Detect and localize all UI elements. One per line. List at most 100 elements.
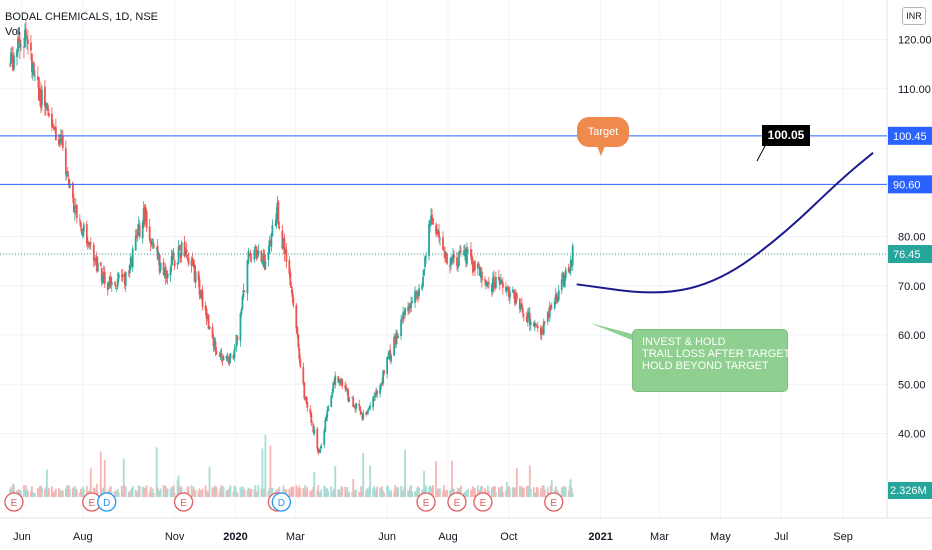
candle-body bbox=[319, 449, 322, 453]
volume-indicator-label[interactable]: Vol bbox=[5, 26, 21, 38]
candle-body bbox=[439, 238, 441, 240]
candle-body bbox=[82, 224, 85, 232]
volume-bar bbox=[220, 485, 223, 497]
volume-bar bbox=[407, 490, 409, 497]
candle-body bbox=[135, 236, 138, 238]
candle-body bbox=[34, 75, 36, 77]
target-callout[interactable]: Target bbox=[577, 117, 629, 156]
candle-body bbox=[24, 29, 26, 48]
candle-body bbox=[333, 382, 336, 385]
candle-body bbox=[222, 356, 225, 361]
volume-bar bbox=[472, 486, 474, 497]
volume-bar bbox=[26, 489, 28, 497]
candle-body bbox=[390, 355, 393, 361]
volume-bar bbox=[25, 485, 27, 497]
volume-bar bbox=[227, 490, 230, 497]
volume-bars bbox=[9, 434, 574, 497]
volume-bar bbox=[12, 483, 14, 497]
volume-bar bbox=[208, 466, 211, 497]
strategy-note[interactable]: INVEST & HOLD TRAIL LOSS AFTER TARGET HO… bbox=[632, 329, 790, 392]
candle-body bbox=[185, 249, 188, 253]
candle-body bbox=[465, 248, 467, 263]
currency-badge[interactable]: INR bbox=[902, 7, 926, 25]
candle-body bbox=[569, 259, 572, 272]
candle-body bbox=[508, 291, 511, 299]
volume-bar bbox=[395, 487, 398, 497]
candle-body bbox=[114, 284, 117, 287]
y-axis-tick-label: 60.00 bbox=[898, 330, 926, 342]
candle-body bbox=[207, 314, 210, 329]
event-marker-label: E bbox=[88, 498, 95, 509]
candle-body bbox=[423, 269, 425, 276]
volume-bar bbox=[13, 485, 15, 497]
volume-bar bbox=[171, 487, 174, 497]
candle-body bbox=[31, 53, 33, 73]
candle-body bbox=[94, 258, 97, 262]
volume-bar bbox=[261, 448, 264, 497]
volume-bar bbox=[452, 488, 454, 497]
candle-body bbox=[497, 276, 500, 280]
volume-bar bbox=[526, 485, 529, 497]
candle-body bbox=[553, 301, 556, 309]
volume-bar bbox=[24, 490, 26, 497]
candle-body bbox=[547, 313, 550, 318]
candle-body bbox=[395, 332, 398, 344]
volume-bar bbox=[504, 490, 507, 497]
volume-bar bbox=[513, 488, 516, 497]
volume-bar bbox=[115, 490, 118, 497]
candle-body bbox=[208, 326, 211, 329]
volume-bar bbox=[43, 489, 46, 497]
volume-bar bbox=[366, 488, 369, 497]
volume-bar bbox=[423, 471, 425, 497]
volume-bar bbox=[122, 458, 125, 497]
volume-bar bbox=[346, 487, 349, 497]
volume-bar bbox=[540, 487, 543, 497]
candle-body bbox=[464, 250, 466, 257]
volume-bar bbox=[291, 486, 294, 497]
volume-bar bbox=[192, 486, 195, 497]
volume-bar bbox=[271, 487, 274, 497]
volume-bar bbox=[487, 490, 490, 497]
volume-bar bbox=[58, 492, 61, 497]
candle-body bbox=[401, 318, 403, 320]
candle-body bbox=[527, 312, 530, 314]
candle-body bbox=[299, 359, 302, 367]
earnings-marker bbox=[416, 492, 436, 512]
volume-bar bbox=[554, 486, 557, 497]
candle-body bbox=[555, 296, 558, 301]
candle-body bbox=[19, 39, 21, 49]
candle-body bbox=[192, 263, 195, 267]
candle-body bbox=[43, 86, 46, 107]
candle-body bbox=[394, 338, 397, 345]
volume-bar bbox=[439, 488, 441, 497]
target-price-callout[interactable]: 100.05 bbox=[762, 125, 810, 146]
volume-bar bbox=[172, 485, 175, 497]
volume-bar bbox=[327, 491, 330, 497]
event-marker-label: E bbox=[454, 498, 461, 509]
candle-body bbox=[50, 113, 53, 128]
volume-bar bbox=[514, 487, 517, 497]
candle-body bbox=[345, 387, 348, 391]
volume-bar bbox=[529, 488, 532, 497]
volume-bar bbox=[191, 491, 194, 497]
candle-body bbox=[45, 103, 48, 108]
candle-body bbox=[393, 336, 396, 356]
candle-body bbox=[536, 326, 539, 329]
candle-body bbox=[26, 36, 28, 38]
candle-body bbox=[59, 138, 62, 143]
candle-body bbox=[513, 292, 516, 304]
candle-body bbox=[373, 395, 376, 398]
candle-body bbox=[107, 287, 110, 289]
candle-body bbox=[442, 237, 444, 250]
candle-body bbox=[157, 256, 160, 259]
x-axis-tick-label: Jul bbox=[774, 531, 788, 543]
volume-bar bbox=[82, 489, 85, 497]
x-axis-tick-label: Oct bbox=[500, 531, 517, 543]
candle-body bbox=[285, 249, 288, 262]
candle-body bbox=[500, 280, 503, 283]
volume-bar bbox=[505, 482, 508, 497]
candle-body bbox=[458, 252, 460, 267]
candle-body bbox=[486, 281, 489, 283]
event-marker-label: E bbox=[11, 498, 18, 509]
